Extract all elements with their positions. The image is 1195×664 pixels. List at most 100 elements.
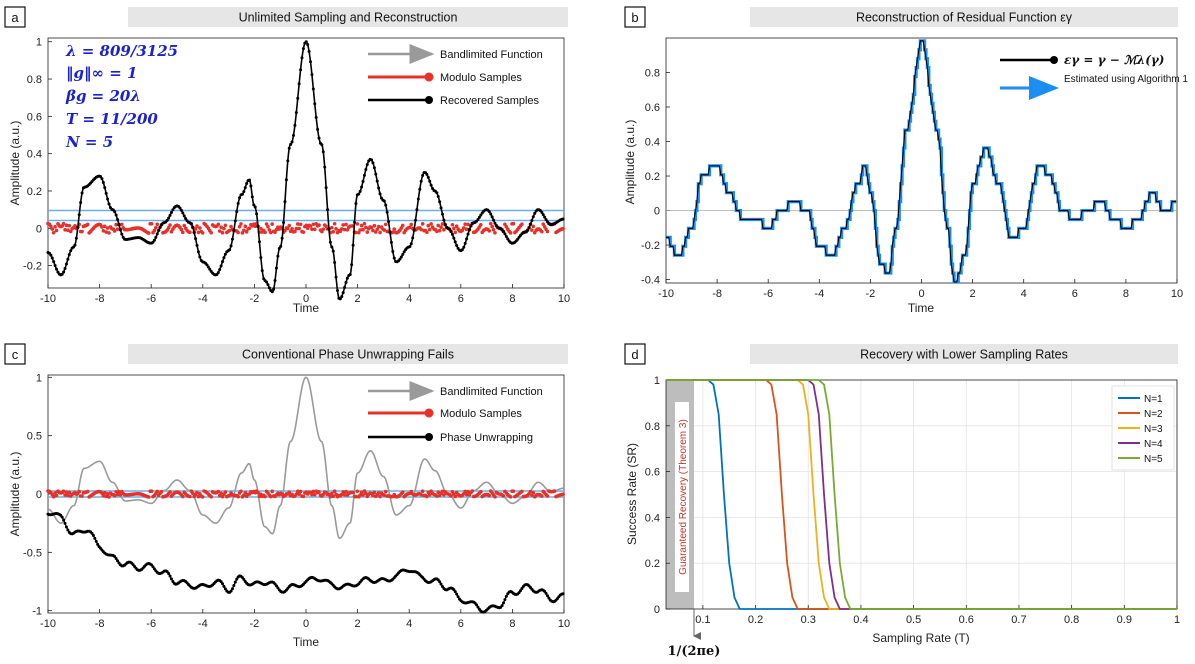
modulo-sample-point (312, 227, 317, 232)
modulo-sample-point (345, 228, 350, 232)
modulo-sample-point (61, 489, 66, 493)
modulo-sample-point (115, 492, 120, 497)
recovered-sample-point (313, 102, 317, 106)
recovered-sample-point (306, 43, 310, 47)
modulo-sample-point (263, 494, 267, 499)
recovered-sample-point (351, 243, 355, 247)
recovered-sample-point (374, 172, 378, 176)
xtick-label: 10 (558, 293, 570, 305)
recovered-sample-point (242, 190, 246, 194)
phase-unwrapping-curve (47, 512, 564, 613)
recovered-sample-point (358, 189, 362, 193)
modulo-sample-point (425, 494, 429, 499)
xtick-label: -6 (146, 293, 156, 305)
recovered-sample-point (192, 230, 196, 234)
modulo-sample-point (442, 227, 446, 232)
xtick-label: 2 (355, 293, 361, 305)
xtick-label: 0.3 (801, 614, 816, 626)
modulo-sample-point (102, 224, 107, 229)
ytick-label: 0.5 (27, 431, 42, 443)
modulo-sample-point (100, 225, 104, 229)
recovered-sample-point (399, 255, 403, 259)
recovered-sample-point (299, 68, 303, 72)
legend-recovered-marker (425, 96, 433, 104)
xtick-label: 4 (406, 293, 412, 305)
modulo-sample-point (154, 225, 158, 230)
ytick-label: -0.2 (23, 261, 42, 273)
series-line-n-2 (666, 379, 1177, 610)
modulo-sample-point (528, 489, 533, 494)
modulo-sample-point (466, 222, 470, 227)
annotation-gnorm: ‖g‖∞ = 1 (66, 64, 137, 82)
recovered-sample-point (152, 238, 156, 242)
modulo-sample-point (378, 494, 382, 499)
modulo-sample-point (463, 489, 467, 494)
legend-label: N=1 (1144, 394, 1163, 405)
modulo-sample-point (400, 223, 405, 228)
xtick-label: 4 (406, 618, 412, 630)
recovered-sample-point (245, 182, 249, 186)
ytick-label: 0 (654, 206, 660, 218)
modulo-sample-point (435, 229, 439, 234)
modulo-sample-point (149, 489, 154, 494)
modulo-sample-point (216, 222, 221, 227)
recovered-sample-point (425, 172, 429, 176)
recovered-sample-point (476, 217, 480, 221)
recovered-sample-point (169, 210, 173, 214)
legend-label: N=5 (1144, 454, 1163, 465)
modulo-sample-point (487, 229, 492, 233)
modulo-sample-point (355, 489, 360, 494)
modulo-sample-point (168, 223, 172, 227)
recovered-sample-point (466, 232, 470, 236)
recovered-sample-point (348, 272, 352, 276)
modulo-sample-point (223, 490, 228, 494)
recovered-sample-point (235, 210, 239, 214)
modulo-sample-point (478, 490, 483, 494)
modulo-sample-point (66, 228, 70, 233)
ytick-label: 0.6 (645, 102, 660, 114)
recovered-sample-point (259, 256, 263, 260)
panel-b-legend: εγ = γ − ℳλ(γ) Estimated using Algorithm… (1000, 53, 1188, 100)
panel-a-ylabel: Amplitude (a.u.) (8, 121, 22, 206)
modulo-sample-point (182, 223, 187, 228)
modulo-sample-point (49, 224, 53, 228)
modulo-sample-point (181, 494, 185, 499)
modulo-sample-point (351, 490, 355, 495)
recovered-sample-point (384, 203, 388, 207)
recovered-sample-point (528, 222, 532, 226)
modulo-sample-point (361, 227, 365, 232)
panel-c-label: c (12, 347, 19, 362)
recovered-sample-point (387, 220, 391, 224)
modulo-sample-point (491, 227, 496, 232)
residual-curve (666, 40, 1177, 283)
modulo-sample-point (247, 226, 252, 231)
modulo-sample-point (219, 225, 223, 229)
modulo-sample-point (552, 489, 557, 493)
recovered-sample-point (290, 140, 294, 144)
ytick-label: 0.2 (645, 558, 660, 570)
xtick-label: -10 (40, 293, 56, 305)
recovered-sample-point (63, 266, 67, 270)
recovered-sample-point (543, 215, 547, 219)
recovered-sample-point (392, 256, 396, 260)
recovered-sample-point (398, 257, 402, 261)
recovered-sample-point (157, 228, 161, 232)
modulo-sample-point (73, 223, 77, 228)
modulo-sample-point (493, 231, 497, 235)
modulo-sample-point (461, 226, 466, 230)
modulo-sample-point (305, 226, 310, 231)
recovered-sample-point (116, 218, 120, 222)
recovered-sample-point (435, 191, 439, 195)
recovered-sample-point (194, 237, 198, 241)
panel-d-label: d (631, 347, 638, 362)
modulo-sample-point (493, 495, 497, 499)
modulo-sample-point (293, 229, 297, 234)
recovered-sample-point (216, 271, 220, 275)
modulo-sample-point (101, 229, 106, 233)
legend-c-unwrap-label: Phase Unwrapping (440, 432, 533, 444)
modulo-sample-point (344, 489, 348, 494)
modulo-sample-point (511, 489, 516, 493)
modulo-sample-point (223, 223, 228, 228)
xtick-label: -2 (250, 618, 260, 630)
recovered-sample-point (64, 262, 68, 266)
